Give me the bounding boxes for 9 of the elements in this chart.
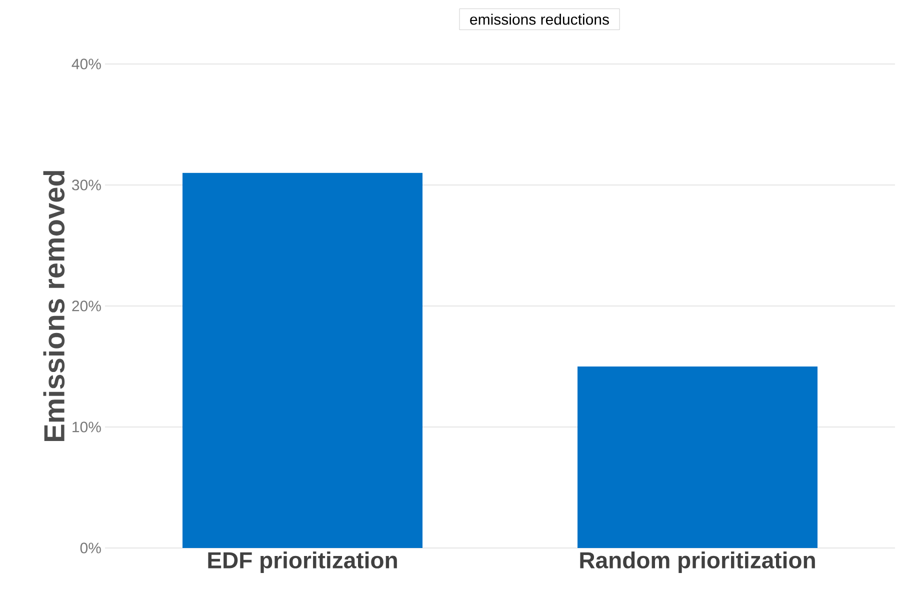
y-axis-title: Emissions removed: [43, 170, 65, 442]
y-tick-label: 30%: [72, 180, 101, 190]
y-tick-label: 20%: [72, 300, 101, 312]
y-tick-label: 0%: [80, 542, 101, 554]
chart-title: emissions reductions: [470, 14, 609, 25]
x-tick-label: EDF prioritization: [208, 552, 397, 573]
x-tick-label: Random prioritization: [580, 552, 815, 573]
y-tick-label: 10%: [72, 422, 101, 432]
y-tick-label: 40%: [72, 58, 101, 70]
